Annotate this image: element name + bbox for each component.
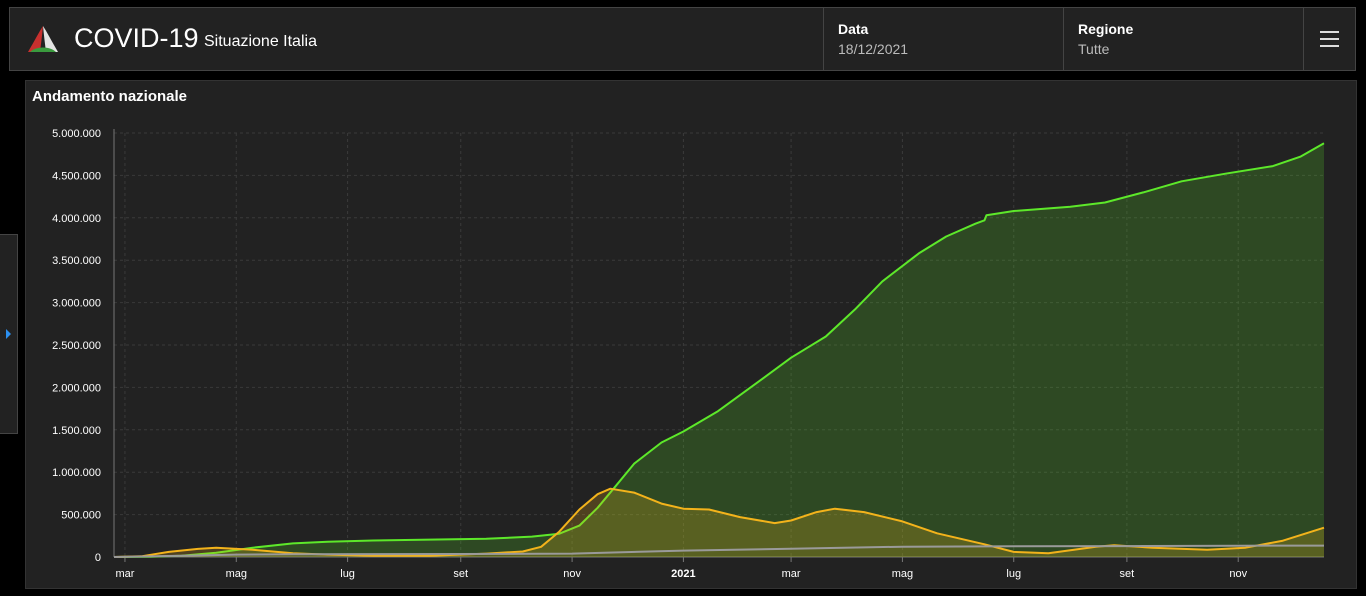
x-tick-label: nov: [563, 568, 581, 580]
national-trend-chart: 0 500.000 1.000.000 1.500.000 2.000.000 2.500…: [52, 128, 1325, 580]
italy-logo-icon: [28, 26, 58, 52]
app-header: COVID-19 Situazione Italia Data 18/12/20…: [9, 7, 1356, 71]
x-tick-label: lug: [340, 568, 355, 580]
side-panel-toggle[interactable]: [0, 234, 18, 434]
hamburger-menu-icon: [1320, 31, 1339, 33]
series-line-0: [113, 142, 1325, 558]
y-tick-label: 2.000.000: [52, 382, 101, 394]
app-title: COVID-19: [74, 23, 199, 53]
x-tick-label: set: [453, 568, 468, 580]
date-selector[interactable]: Data 18/12/2021: [823, 8, 1064, 70]
date-label: Data: [838, 21, 869, 37]
y-tick-label: 5.000.000: [52, 128, 101, 140]
x-tick-label: mar: [782, 568, 801, 580]
y-tick-label: 500.000: [61, 510, 101, 522]
region-selector[interactable]: Regione Tutte: [1063, 8, 1304, 70]
x-tick-label: 2021: [671, 568, 695, 580]
region-value: Tutte: [1078, 41, 1110, 57]
x-tick-label: mag: [226, 568, 247, 580]
x-tick-label: mar: [115, 568, 134, 580]
x-tick-label: mag: [892, 568, 913, 580]
y-tick-label: 4.500.000: [52, 170, 101, 182]
region-label: Regione: [1078, 21, 1134, 37]
chart-title: Andamento nazionale: [32, 88, 188, 105]
y-tick-label: 2.500.000: [52, 340, 101, 352]
y-tick-label: 3.000.000: [52, 298, 101, 310]
chart-panel: Andamento nazionale 0 500.000 1.000.000 1.5…: [25, 80, 1357, 589]
y-tick-label: 0: [95, 552, 101, 564]
chevron-right-icon: [6, 329, 11, 339]
x-tick-label: nov: [1229, 568, 1247, 580]
y-tick-label: 1.000.000: [52, 467, 101, 479]
y-tick-label: 1.500.000: [52, 425, 101, 437]
x-tick-label: set: [1120, 568, 1135, 580]
date-value: 18/12/2021: [838, 41, 909, 57]
series-area-1: [114, 488, 1324, 557]
y-tick-label: 3.500.000: [52, 255, 101, 267]
y-tick-label: 4.000.000: [52, 213, 101, 225]
app-subtitle: Situazione Italia: [204, 33, 317, 50]
series-line-2: [113, 544, 1325, 558]
menu-button[interactable]: [1303, 8, 1355, 70]
x-tick-label: lug: [1006, 568, 1021, 580]
series-area-0: [114, 143, 1324, 557]
